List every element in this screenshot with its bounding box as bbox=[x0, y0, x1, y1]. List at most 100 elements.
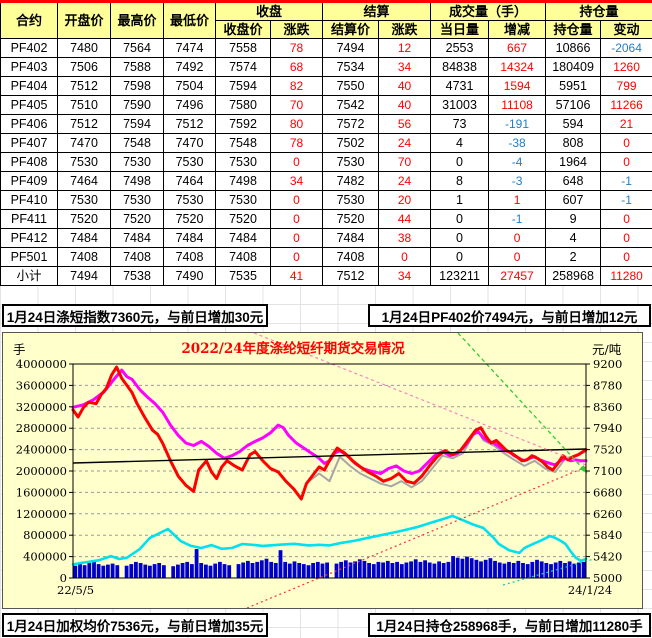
value-cell[interactable]: 2 bbox=[545, 247, 602, 267]
value-cell[interactable]: 7480 bbox=[57, 38, 111, 58]
value-cell[interactable]: 34 bbox=[378, 57, 432, 77]
value-cell[interactable]: 7534 bbox=[322, 57, 380, 77]
value-cell[interactable]: 0 bbox=[269, 190, 324, 210]
contract-cell[interactable]: PF406 bbox=[0, 114, 58, 134]
value-cell[interactable]: 7588 bbox=[110, 57, 164, 77]
value-cell[interactable]: 82 bbox=[269, 76, 324, 96]
value-cell[interactable]: 0 bbox=[430, 247, 490, 267]
value-cell[interactable]: 7530 bbox=[110, 190, 164, 210]
value-cell[interactable]: 7408 bbox=[110, 247, 164, 267]
value-cell[interactable]: 7530 bbox=[322, 190, 380, 210]
value-cell[interactable]: 7530 bbox=[322, 152, 380, 172]
value-cell[interactable]: 7530 bbox=[215, 190, 271, 210]
value-cell[interactable]: 68 bbox=[269, 57, 324, 77]
value-cell[interactable]: 0 bbox=[269, 228, 324, 248]
value-cell[interactable]: 21 bbox=[600, 114, 652, 134]
value-cell[interactable]: 1 bbox=[488, 190, 547, 210]
value-cell[interactable]: 7408 bbox=[163, 247, 216, 267]
value-cell[interactable]: 7506 bbox=[57, 57, 111, 77]
value-cell[interactable]: 7538 bbox=[110, 266, 164, 286]
value-cell[interactable]: 0 bbox=[488, 247, 547, 267]
value-cell[interactable]: 7512 bbox=[57, 114, 111, 134]
value-cell[interactable]: 1 bbox=[430, 190, 490, 210]
value-cell[interactable]: 258968 bbox=[545, 266, 602, 286]
value-cell[interactable]: 5951 bbox=[545, 76, 602, 96]
value-cell[interactable]: 7548 bbox=[110, 133, 164, 153]
value-cell[interactable]: 20 bbox=[378, 190, 432, 210]
value-cell[interactable]: -4 bbox=[488, 152, 547, 172]
value-cell[interactable]: 0 bbox=[600, 247, 652, 267]
value-cell[interactable]: 44 bbox=[378, 209, 432, 229]
value-cell[interactable]: 7520 bbox=[110, 209, 164, 229]
value-cell[interactable]: 7512 bbox=[322, 266, 380, 286]
value-cell[interactable]: 7408 bbox=[57, 247, 111, 267]
value-cell[interactable]: 24 bbox=[378, 133, 432, 153]
value-cell[interactable]: 7598 bbox=[110, 76, 164, 96]
value-cell[interactable]: 7498 bbox=[110, 171, 164, 191]
value-cell[interactable]: 1260 bbox=[600, 57, 652, 77]
value-cell[interactable]: 7482 bbox=[322, 171, 380, 191]
value-cell[interactable]: 0 bbox=[430, 152, 490, 172]
value-cell[interactable]: 7484 bbox=[110, 228, 164, 248]
contract-cell[interactable]: PF407 bbox=[0, 133, 58, 153]
contract-cell[interactable]: PF402 bbox=[0, 38, 58, 58]
value-cell[interactable]: 4 bbox=[545, 228, 602, 248]
value-cell[interactable]: 40 bbox=[378, 76, 432, 96]
value-cell[interactable]: 7502 bbox=[322, 133, 380, 153]
value-cell[interactable]: 38 bbox=[378, 228, 432, 248]
value-cell[interactable]: 78 bbox=[269, 38, 324, 58]
value-cell[interactable]: 4 bbox=[430, 133, 490, 153]
value-cell[interactable]: 1594 bbox=[488, 76, 547, 96]
value-cell[interactable]: 7494 bbox=[57, 266, 111, 286]
value-cell[interactable]: 7535 bbox=[215, 266, 271, 286]
value-cell[interactable]: 7484 bbox=[57, 228, 111, 248]
value-cell[interactable]: 7530 bbox=[110, 152, 164, 172]
value-cell[interactable]: 10866 bbox=[545, 38, 602, 58]
contract-cell[interactable]: PF501 bbox=[0, 247, 58, 267]
value-cell[interactable]: 4731 bbox=[430, 76, 490, 96]
value-cell[interactable]: 57106 bbox=[545, 95, 602, 115]
value-cell[interactable]: -3 bbox=[488, 171, 547, 191]
value-cell[interactable]: 11108 bbox=[488, 95, 547, 115]
value-cell[interactable]: 7510 bbox=[57, 95, 111, 115]
value-cell[interactable]: 7484 bbox=[322, 228, 380, 248]
contract-cell[interactable]: PF410 bbox=[0, 190, 58, 210]
value-cell[interactable]: 7498 bbox=[215, 171, 271, 191]
value-cell[interactable]: 7408 bbox=[215, 247, 271, 267]
value-cell[interactable]: 7542 bbox=[322, 95, 380, 115]
value-cell[interactable]: 7470 bbox=[163, 133, 216, 153]
value-cell[interactable]: 7492 bbox=[163, 57, 216, 77]
value-cell[interactable]: 607 bbox=[545, 190, 602, 210]
value-cell[interactable]: 808 bbox=[545, 133, 602, 153]
value-cell[interactable]: 0 bbox=[269, 247, 324, 267]
value-cell[interactable]: -38 bbox=[488, 133, 547, 153]
value-cell[interactable]: 7474 bbox=[163, 38, 216, 58]
contract-cell[interactable]: PF405 bbox=[0, 95, 58, 115]
value-cell[interactable]: 7408 bbox=[322, 247, 380, 267]
value-cell[interactable]: 7530 bbox=[163, 190, 216, 210]
value-cell[interactable]: 0 bbox=[269, 209, 324, 229]
contract-cell[interactable]: PF411 bbox=[0, 209, 58, 229]
contract-cell[interactable]: PF404 bbox=[0, 76, 58, 96]
value-cell[interactable]: 7574 bbox=[215, 57, 271, 77]
value-cell[interactable]: 7512 bbox=[163, 114, 216, 134]
value-cell[interactable]: 70 bbox=[269, 95, 324, 115]
value-cell[interactable]: 7594 bbox=[215, 76, 271, 96]
contract-cell[interactable]: PF403 bbox=[0, 57, 58, 77]
value-cell[interactable]: 648 bbox=[545, 171, 602, 191]
value-cell[interactable]: 7590 bbox=[110, 95, 164, 115]
value-cell[interactable]: 0 bbox=[600, 209, 652, 229]
value-cell[interactable]: 0 bbox=[600, 152, 652, 172]
value-cell[interactable]: 78 bbox=[269, 133, 324, 153]
value-cell[interactable]: 0 bbox=[269, 152, 324, 172]
value-cell[interactable]: 123211 bbox=[430, 266, 490, 286]
value-cell[interactable]: 56 bbox=[378, 114, 432, 134]
value-cell[interactable]: 7494 bbox=[322, 38, 380, 58]
value-cell[interactable]: 70 bbox=[378, 152, 432, 172]
contract-cell[interactable]: PF408 bbox=[0, 152, 58, 172]
contract-cell[interactable]: PF409 bbox=[0, 171, 58, 191]
value-cell[interactable]: 7520 bbox=[57, 209, 111, 229]
value-cell[interactable]: 84838 bbox=[430, 57, 490, 77]
value-cell[interactable]: 7572 bbox=[322, 114, 380, 134]
value-cell[interactable]: 7592 bbox=[215, 114, 271, 134]
